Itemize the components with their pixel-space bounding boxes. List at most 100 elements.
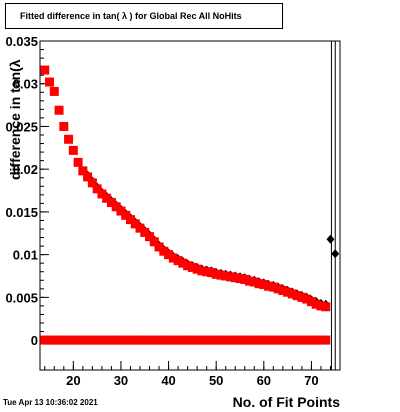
data-point-square xyxy=(116,335,126,345)
data-point-square xyxy=(87,178,97,188)
data-point-square xyxy=(230,335,240,345)
data-point-square xyxy=(149,335,159,345)
data-point-square xyxy=(254,279,264,289)
y-axis-label: difference in tan(λ xyxy=(7,59,23,180)
data-point-square xyxy=(297,335,307,345)
data-point-square xyxy=(59,335,69,345)
data-point-square xyxy=(92,184,102,194)
data-point-square xyxy=(68,145,78,155)
data-point-square xyxy=(306,297,316,307)
data-point-square xyxy=(178,335,188,345)
data-point-square xyxy=(183,335,193,345)
data-point-square xyxy=(221,335,231,345)
data-point-square xyxy=(287,335,297,345)
data-point-square xyxy=(45,77,55,87)
data-point-square xyxy=(164,335,174,345)
y-tick-label: 0.015 xyxy=(5,205,38,220)
data-point-square xyxy=(321,302,331,312)
data-point-square xyxy=(97,335,107,345)
x-tick-label: 30 xyxy=(114,373,128,388)
data-point-square xyxy=(173,256,183,266)
data-point-square xyxy=(216,335,226,345)
data-point-square xyxy=(78,166,88,176)
data-point-square xyxy=(45,335,55,345)
data-point-square xyxy=(268,335,278,345)
data-point-square xyxy=(54,335,64,345)
data-point-square xyxy=(316,335,326,345)
data-point-square xyxy=(40,335,50,345)
data-point-square xyxy=(97,189,107,199)
data-point-square xyxy=(54,105,64,115)
data-point-square xyxy=(183,261,193,271)
y-tick-label: 0.01 xyxy=(13,248,38,263)
data-point-square xyxy=(73,335,83,345)
data-point-square xyxy=(259,335,269,345)
y-tick-label: 0.005 xyxy=(5,290,38,305)
data-point-square xyxy=(278,335,288,345)
data-point-square xyxy=(106,335,116,345)
data-point-square xyxy=(173,335,183,345)
data-point-square xyxy=(159,335,169,345)
y-tick-label: 0.02 xyxy=(13,162,38,177)
data-point-square xyxy=(297,292,307,302)
data-point-square xyxy=(106,198,116,208)
data-point-square xyxy=(235,274,245,284)
data-point-square xyxy=(140,335,150,345)
data-point-square xyxy=(192,335,202,345)
data-point-square xyxy=(292,291,302,301)
y-tick-label: 0.025 xyxy=(5,119,38,134)
data-point-square xyxy=(273,335,283,345)
data-point-square xyxy=(64,335,74,345)
x-tick-label: 60 xyxy=(257,373,271,388)
data-point-square xyxy=(225,335,235,345)
data-point-square xyxy=(240,335,250,345)
chart-title-box: Fitted difference in tan( λ ) for Global… xyxy=(5,3,283,29)
data-point-diamond xyxy=(326,234,335,244)
data-point-square xyxy=(192,264,202,274)
data-point-square xyxy=(178,258,188,268)
data-point-square xyxy=(135,335,145,345)
data-point-square xyxy=(197,266,207,276)
data-point-square xyxy=(264,335,274,345)
data-point-square xyxy=(249,277,259,287)
x-tick-label: 50 xyxy=(209,373,223,388)
x-axis-label: No. of Fit Points xyxy=(232,394,340,410)
data-point-square xyxy=(92,335,102,345)
data-point-square xyxy=(202,267,212,277)
plot-frame xyxy=(39,40,341,371)
data-point-square xyxy=(149,237,159,247)
data-point-square xyxy=(40,65,50,75)
data-point-square xyxy=(211,269,221,279)
data-point-square xyxy=(140,227,150,237)
data-point-square xyxy=(292,335,302,345)
data-point-square xyxy=(283,335,293,345)
data-point-square xyxy=(64,134,74,144)
data-point-square xyxy=(49,86,59,96)
chart-title: Fitted difference in tan( λ ) for Global… xyxy=(20,11,242,21)
data-point-square xyxy=(83,335,93,345)
data-point-square xyxy=(121,335,131,345)
data-point-square xyxy=(125,335,135,345)
data-point-square xyxy=(111,335,121,345)
timestamp: Tue Apr 13 10:36:02 2021 xyxy=(3,398,98,407)
data-point-square xyxy=(154,335,164,345)
data-point-square xyxy=(273,284,283,294)
data-point-square xyxy=(206,268,216,278)
data-point-square xyxy=(197,335,207,345)
data-point-square xyxy=(145,232,155,242)
data-point-square xyxy=(68,335,78,345)
data-point-square xyxy=(145,335,155,345)
data-point-square xyxy=(83,172,93,182)
data-point-square xyxy=(311,335,321,345)
data-point-square xyxy=(164,250,174,260)
data-point-square xyxy=(159,246,169,256)
data-point-square xyxy=(254,335,264,345)
data-point-square xyxy=(240,274,250,284)
data-point-square xyxy=(168,335,178,345)
y-tick-label: 0.035 xyxy=(5,34,38,49)
data-point-square xyxy=(249,335,259,345)
data-point-square xyxy=(49,335,59,345)
x-tick-label: 20 xyxy=(66,373,80,388)
data-point-square xyxy=(230,273,240,283)
